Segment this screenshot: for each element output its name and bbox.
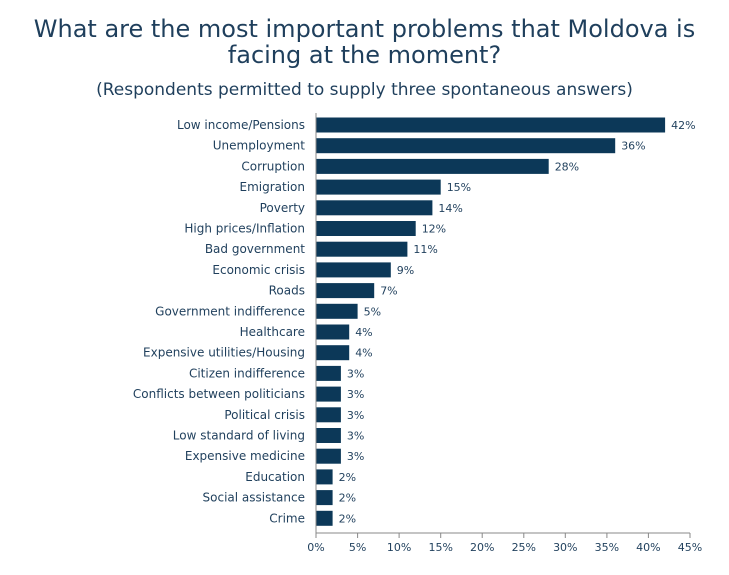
category-label: Low standard of living <box>173 429 305 443</box>
category-label: Social assistance <box>203 491 305 505</box>
category-label: Government indifference <box>155 304 305 318</box>
category-label: Poverty <box>260 201 305 215</box>
value-label: 3% <box>347 367 364 380</box>
value-label: 3% <box>347 409 364 422</box>
value-label: 5% <box>364 305 381 318</box>
x-tick-label: 30% <box>553 541 577 554</box>
category-label: Roads <box>269 284 305 298</box>
bar <box>316 510 333 526</box>
value-label: 28% <box>555 160 579 173</box>
bar <box>316 324 350 340</box>
bars-group <box>316 117 666 526</box>
bar <box>316 469 333 485</box>
bar <box>316 283 375 299</box>
bar <box>316 179 441 195</box>
x-tick-label: 25% <box>512 541 536 554</box>
chart-title: What are the most important problems tha… <box>33 15 696 69</box>
x-tick-label: 35% <box>595 541 619 554</box>
bar <box>316 345 350 361</box>
bar <box>316 490 333 506</box>
value-label: 2% <box>339 492 356 505</box>
category-label: Unemployment <box>213 139 306 153</box>
value-label: 36% <box>621 140 645 153</box>
bar <box>316 138 616 154</box>
bar <box>316 386 341 402</box>
bar <box>316 200 433 216</box>
value-label: 12% <box>422 223 446 236</box>
bar <box>316 303 358 319</box>
category-label: Bad government <box>205 242 305 256</box>
category-label: Healthcare <box>240 325 305 339</box>
x-tick-label: 5% <box>349 541 366 554</box>
x-tick-label: 40% <box>636 541 660 554</box>
value-label: 2% <box>339 512 356 525</box>
value-label: 7% <box>380 285 397 298</box>
bar <box>316 117 666 133</box>
category-label: High prices/Inflation <box>184 222 305 236</box>
value-label: 4% <box>355 347 372 360</box>
category-label: Economic crisis <box>212 263 305 277</box>
value-label: 11% <box>413 243 437 256</box>
category-label: Expensive utilities/Housing <box>143 346 305 360</box>
chart-subtitle: (Respondents permitted to supply three s… <box>96 80 633 100</box>
value-label: 3% <box>347 430 364 443</box>
value-label: 2% <box>339 471 356 484</box>
category-label: Conflicts between politicians <box>133 387 305 401</box>
category-label: Corruption <box>241 159 305 173</box>
x-tick-label: 0% <box>307 541 324 554</box>
value-labels: 42% 36% 28% 15% 14% 12% 11% 9%7% 5% 4% 4% 3% 3% 3% 3% 3… <box>339 119 696 525</box>
value-label: 15% <box>447 181 471 194</box>
category-label: Crime <box>269 511 305 525</box>
x-axis: 0% 5% 10% 15% 20% 25% 30% 35% 40% 45% <box>307 113 702 554</box>
bar <box>316 365 341 381</box>
x-tick-label: 45% <box>678 541 702 554</box>
bar <box>316 241 408 257</box>
bar <box>316 407 341 423</box>
value-label: 3% <box>347 388 364 401</box>
bar <box>316 221 416 236</box>
x-tick-label: 15% <box>428 541 452 554</box>
value-label: 3% <box>347 450 364 463</box>
x-tick-label: 20% <box>470 541 494 554</box>
bar <box>316 158 549 174</box>
value-label: 9% <box>397 264 414 277</box>
category-label: Expensive medicine <box>185 449 305 463</box>
bar <box>316 262 391 278</box>
category-label: Political crisis <box>224 408 305 422</box>
category-label: Emigration <box>240 180 306 194</box>
x-tick-label: 10% <box>387 541 411 554</box>
category-labels: Low income/Pensions Unemployment Corruptio… <box>133 118 305 525</box>
value-label: 42% <box>671 119 695 132</box>
category-label: Low income/Pensions <box>177 118 305 132</box>
category-label: Education <box>245 470 305 484</box>
value-label: 14% <box>438 202 462 215</box>
bar <box>316 428 341 443</box>
value-label: 4% <box>355 326 372 339</box>
category-label: Citizen indifference <box>189 366 305 380</box>
bar <box>316 448 341 464</box>
